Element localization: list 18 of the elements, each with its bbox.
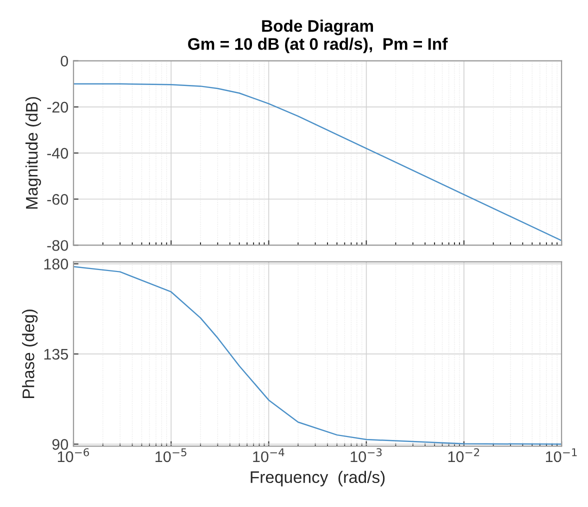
x-tick-label: 10$^{−2}$ [448,448,480,462]
chart-subtitle: Gm = 10 dB (at 0 rad/s), Pm = Inf [188,38,448,54]
y-tick-label: -40 [47,148,68,159]
y-tick-label: -20 [47,102,68,113]
x-tick-label: 10$^{−4}$ [253,448,284,462]
x-tick-label: 10$^{−1}$ [546,448,577,462]
y-axis-title: Magnitude (dB) [25,97,42,209]
y-axis-title: Phase (deg) [22,310,38,398]
chart-title: Bode Diagram [262,20,373,36]
x-axis-title: Frequency (rad/s) [250,470,385,486]
x-tick-label: 10$^{−3}$ [350,448,382,462]
y-tick-label: 180 [44,258,68,270]
y-tick-label: -80 [47,240,68,251]
y-tick-label: 0 [60,56,68,67]
x-tick-label: 10$^{−5}$ [156,448,186,462]
y-tick-label: 135 [44,348,68,360]
y-tick-label: -60 [47,194,68,205]
y-tick-label: 90 [52,439,68,450]
